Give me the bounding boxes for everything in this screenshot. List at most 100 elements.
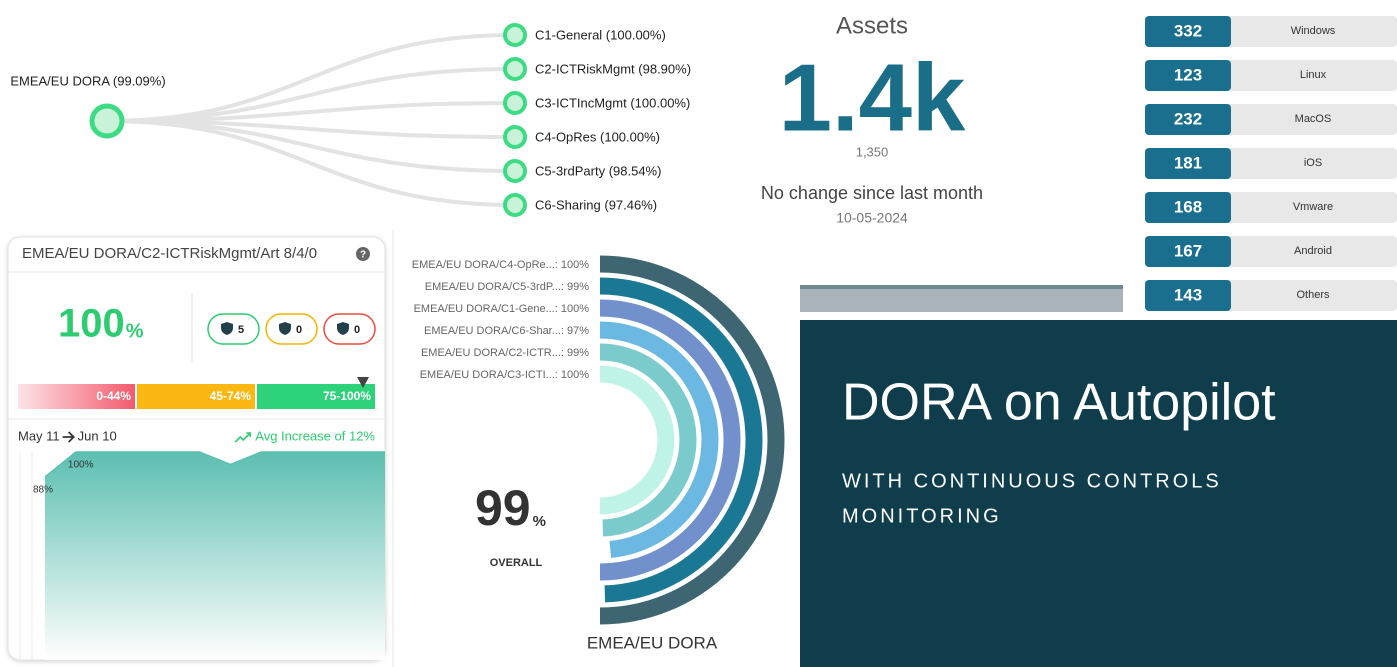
radial-bar [599, 277, 763, 603]
radial-value-label: 99% [567, 281, 589, 293]
range-label: 0-44% [96, 389, 131, 403]
date-from: May 11 [18, 428, 60, 443]
platform-name: Vmware [1293, 201, 1333, 213]
radial-category-label: EMEA/EU DORA/C4-OpRe...: [412, 259, 558, 271]
radial-value-label: 100% [561, 259, 589, 271]
range-label: 45-74% [210, 389, 252, 403]
tree-node-label: C3-ICTIncMgmt (100.00%) [535, 95, 690, 110]
platform-name: iOS [1304, 157, 1322, 169]
tree-root-label: EMEA/EU DORA (99.09%) [10, 73, 165, 88]
tree-root-node [89, 103, 125, 139]
badge-icon [337, 322, 349, 335]
help-icon-text: ? [360, 250, 366, 261]
area [45, 452, 385, 660]
radial-bar [599, 365, 675, 515]
tree-node [503, 193, 527, 217]
assets-exact: 1,350 [856, 144, 889, 159]
tree-link [106, 119, 516, 207]
banner-bg [800, 320, 1397, 667]
tree-node [503, 57, 527, 81]
badge [323, 313, 376, 345]
banner-title: DORA on Autopilot [842, 374, 1276, 432]
badge-count: 0 [296, 324, 302, 336]
platform-count: 332 [1174, 21, 1202, 40]
platform-name: MacOS [1295, 113, 1332, 125]
badge [207, 313, 260, 345]
radial-value-label: 100% [561, 303, 589, 315]
platform-count: 232 [1174, 109, 1202, 128]
tree-link [106, 33, 516, 123]
platform-count-bg [1145, 148, 1231, 179]
radial-value-label: 97% [567, 325, 589, 337]
tree-node-label: C4-OpRes (100.00%) [535, 129, 660, 144]
help-icon [356, 247, 370, 261]
trend-annotation: Avg Increase of 12% [255, 428, 375, 443]
point-label: 100% [68, 460, 94, 471]
tree-node [503, 23, 527, 47]
range-segment [257, 384, 375, 409]
platform-count: 167 [1174, 241, 1202, 260]
platform-count-bg [1145, 16, 1231, 47]
platform-name: Linux [1300, 69, 1327, 81]
tree-node [503, 91, 527, 115]
radial-category-label: EMEA/EU DORA/C2-ICTR...: [421, 347, 564, 359]
platform-name: Windows [1291, 25, 1336, 37]
radial-category-label: EMEA/EU DORA/C1-Gene...: [414, 303, 558, 315]
radial-bar [599, 343, 697, 537]
score-unit: % [126, 320, 144, 342]
platform-count: 143 [1174, 285, 1202, 304]
assets-value: 1.4k [779, 44, 966, 151]
center-unit: % [533, 513, 546, 530]
card-title: EMEA/EU DORA/C2-ICTRiskMgmt/Art 8/4/0 [22, 245, 317, 262]
assets-date: 10-05-2024 [836, 210, 908, 226]
tree-node-label: C1-General (100.00%) [535, 27, 666, 42]
radial-value-label: 99% [567, 347, 589, 359]
range-label: 75-100% [323, 389, 371, 403]
radial-category-label: EMEA/EU DORA/C5-3rdP...: [425, 281, 564, 293]
radial-category-label: EMEA/EU DORA/C6-Shar...: [424, 325, 564, 337]
badge [265, 313, 318, 345]
radial-bar [599, 299, 741, 581]
badge-count: 0 [354, 324, 360, 336]
area-line [44, 451, 385, 478]
platform-count: 123 [1174, 65, 1202, 84]
center-value: 99 [475, 480, 531, 536]
platform-count-bg [1145, 280, 1231, 311]
tree-node [503, 125, 527, 149]
tree-node-label: C2-ICTRiskMgmt (98.90%) [535, 61, 691, 76]
platform-name: Android [1294, 245, 1332, 257]
banner-subtitle: MONITORING [842, 505, 1002, 527]
center-label: OVERALL [490, 557, 543, 569]
banner-subtitle: WITH CONTINUOUS CONTROLS [842, 470, 1222, 492]
platform-count: 168 [1174, 197, 1202, 216]
tree-node-label: C5-3rdParty (98.54%) [535, 163, 661, 178]
platform-count: 181 [1174, 153, 1202, 172]
tree-node [503, 159, 527, 183]
platform-name: Others [1296, 289, 1330, 301]
trend-icon [234, 432, 252, 443]
radial-bar [599, 321, 719, 558]
badge-icon [279, 322, 291, 335]
date-arrow [62, 431, 75, 443]
decor-bar-edge [800, 285, 1123, 289]
badge-icon [221, 322, 233, 335]
content: EMEA/EU DORA (99.09%) C1-General (100.00%… [10, 12, 1397, 660]
decor-bar [800, 285, 1123, 312]
radial-bar [599, 255, 785, 625]
point-label: 88% [33, 485, 53, 496]
date-to: Jun 10 [78, 428, 117, 443]
chart-title: EMEA/EU DORA [587, 633, 718, 652]
range-segment [18, 384, 135, 409]
platform-count-bg [1145, 60, 1231, 91]
assets-change: No change since last month [761, 183, 983, 203]
assets-title: Assets [836, 12, 908, 39]
platform-count-bg [1145, 104, 1231, 135]
platform-count-bg [1145, 236, 1231, 267]
score-value: 100 [58, 302, 125, 346]
range-segment [137, 384, 255, 409]
tree-node-label: C6-Sharing (97.46%) [535, 197, 657, 212]
radial-value-label: 100% [561, 369, 589, 381]
radial-category-label: EMEA/EU DORA/C3-ICTI...: [420, 369, 558, 381]
range-marker [357, 377, 369, 388]
